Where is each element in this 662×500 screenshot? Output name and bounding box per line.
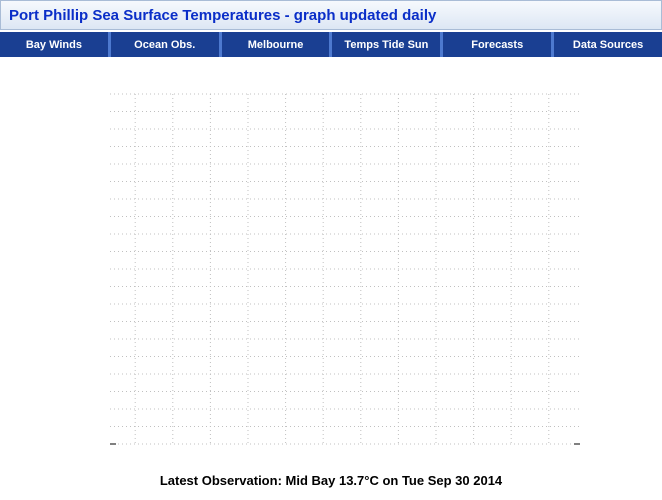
page-title: Port Phillip Sea Surface Temperatures - … <box>9 6 437 24</box>
nav-item-data-sources[interactable]: Data Sources <box>554 32 662 57</box>
chart-area <box>0 57 662 470</box>
navbar: Bay Winds Ocean Obs. Melbourne Temps Tid… <box>0 32 662 57</box>
sea-surface-temperature-chart <box>110 93 580 445</box>
nav-item-ocean-obs[interactable]: Ocean Obs. <box>110 32 219 57</box>
page: Port Phillip Sea Surface Temperatures - … <box>0 0 662 488</box>
page-header: Port Phillip Sea Surface Temperatures - … <box>0 0 662 30</box>
nav-item-melbourne[interactable]: Melbourne <box>221 32 330 57</box>
latest-observation: Latest Observation: Mid Bay 13.7°C on Tu… <box>159 473 503 488</box>
nav-item-bay-winds[interactable]: Bay Winds <box>0 32 108 57</box>
nav-item-forecasts[interactable]: Forecasts <box>443 32 552 57</box>
nav-item-temps-tide-sun[interactable]: Temps Tide Sun <box>332 32 441 57</box>
